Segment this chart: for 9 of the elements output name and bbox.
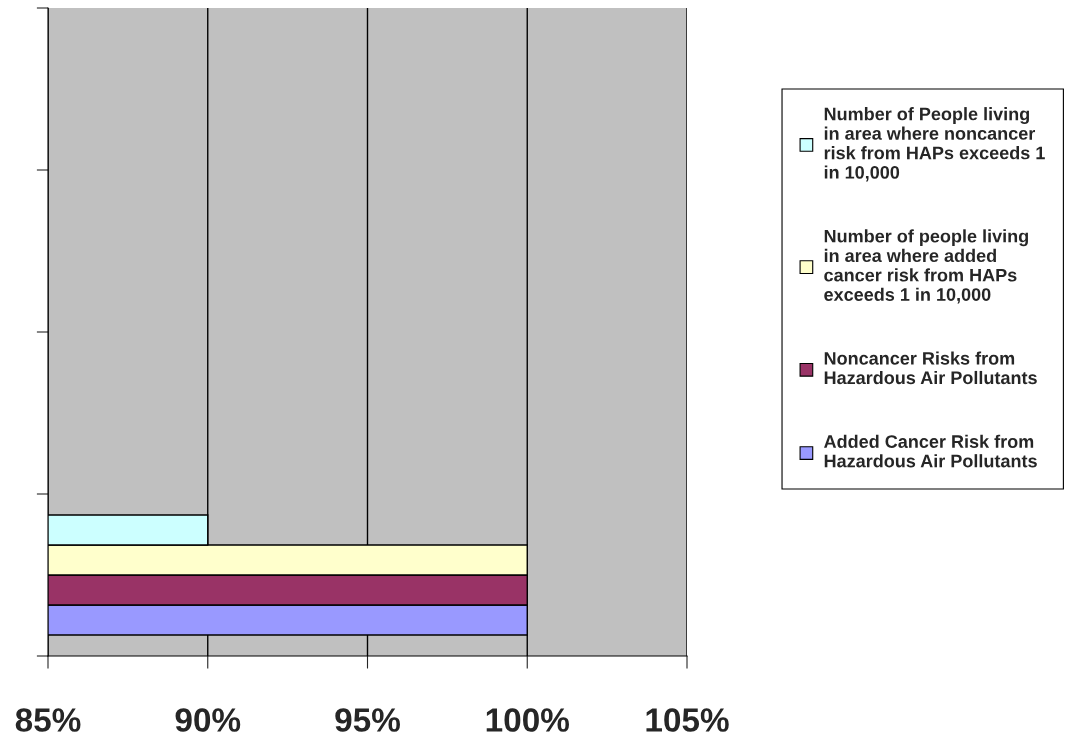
x-tick-label: 85% <box>15 708 81 732</box>
legend-label: Noncancer Risks from Hazardous Air Pollutants <box>824 351 1037 385</box>
legend-label: Added Cancer Risk from Hazardous Air Pollutants <box>824 434 1037 468</box>
legend-label: Number of People living in area where noncancer risk from HAPs exceeds 1 in 10,000 <box>824 107 1045 182</box>
x-tick-label: 90% <box>175 708 241 732</box>
x-tick-label: 105% <box>646 708 729 732</box>
x-tick-label: 100% <box>486 708 569 732</box>
legend-label: Number of people living in area where added cancer risk from HAPs exceeds 1 in 10,000 <box>824 229 1028 304</box>
x-tick-label: 95% <box>335 708 400 732</box>
